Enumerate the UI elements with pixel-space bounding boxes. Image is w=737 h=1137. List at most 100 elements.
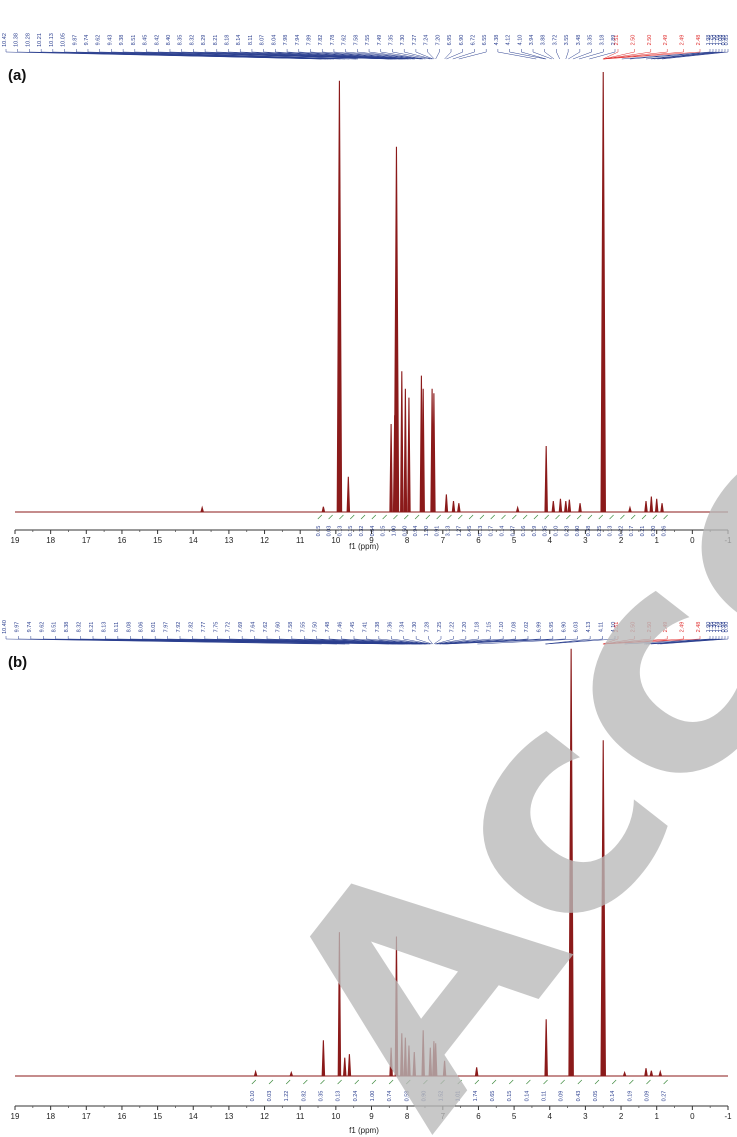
x-tick-label: 0 (690, 1112, 695, 1121)
peak-list-label: 2.50 (647, 35, 653, 46)
x-tick-label: 15 (153, 536, 162, 545)
peak-list-label: 10.21 (37, 33, 43, 47)
integral-label: 0.58 (404, 1091, 410, 1102)
peak-list-label: 7.24 (424, 35, 430, 46)
integral-list-a: 0.15 0.03 0.13 0.15 0.32 0.84 0.15 1.00 0.50 0.94… (316, 514, 668, 537)
peak-list-label: 10.28 (25, 33, 31, 47)
peak-list-connector (380, 49, 426, 60)
integral-mark (404, 514, 409, 520)
peak-list-label: 4.12 (506, 35, 512, 46)
peak-4 (343, 1057, 347, 1077)
peak-list-connector (572, 49, 592, 60)
integral-label: 0.13 (608, 526, 614, 537)
x-tick-label: 11 (296, 536, 305, 545)
peak-list-label: 7.27 (412, 35, 418, 46)
peak-list-connector (345, 49, 421, 60)
peak-list-label: 0.90 (724, 622, 730, 633)
peak-list-connector (437, 636, 491, 645)
peak-list-label: 9.62 (39, 622, 45, 633)
x-tick-label: 14 (189, 536, 198, 545)
integral-label: 0.14 (500, 526, 506, 537)
peak-list-label: 8.29 (201, 35, 207, 46)
peak-list-label: 1.24 (715, 622, 721, 633)
peak-list-connector (603, 636, 701, 645)
integral-label: 0.24 (353, 1091, 359, 1102)
peak-22 (567, 499, 572, 513)
peak-list-label: 2.49 (663, 622, 669, 633)
integral-mark (457, 1079, 462, 1085)
integral-label: 0.17 (629, 526, 635, 537)
peak-1 (321, 506, 326, 513)
peak-list-connector (602, 636, 619, 645)
peak-list-connector (477, 636, 578, 645)
peak-list-connector (436, 636, 479, 645)
integral-mark (560, 1079, 565, 1085)
x-axis-label-b: f1 (ppm) (349, 1126, 379, 1135)
peak-list-label: 7.50 (313, 622, 319, 633)
peak-list-connector (603, 49, 668, 60)
peak-list-connector (660, 636, 729, 645)
peak-list-label: 7.36 (387, 622, 393, 633)
integral-label: 0.94 (413, 526, 419, 537)
peak-22 (644, 1068, 648, 1077)
integral-mark (337, 1079, 342, 1085)
integral-mark (382, 514, 387, 520)
peak-8 (400, 1033, 404, 1077)
peak-list-label: 10.13 (49, 33, 55, 47)
peak-list-label: 7.25 (437, 622, 443, 633)
integral-mark (620, 514, 625, 520)
peak-list-connector (428, 636, 434, 645)
integral-mark (501, 514, 506, 520)
peak-list-connector (621, 49, 711, 60)
peak-6 (389, 1047, 393, 1077)
integral-label: 0.03 (327, 526, 333, 537)
integral-mark (526, 1079, 531, 1085)
integral-mark (393, 514, 398, 520)
x-tick-label: 13 (224, 1112, 233, 1121)
integral-mark (576, 514, 582, 520)
peak-list-connector (546, 636, 616, 645)
integral-label: 0.20 (651, 526, 657, 537)
integral-mark (629, 1079, 634, 1085)
peak-list-connector (415, 636, 433, 645)
peak-list-label: 8.08 (126, 622, 132, 633)
integral-mark (474, 1079, 480, 1085)
peak-15 (433, 1043, 438, 1077)
peak-11 (421, 388, 425, 513)
peak-list-label: 1.16 (718, 622, 724, 633)
x-tick-label: 16 (117, 1112, 126, 1121)
peak-6 (393, 146, 400, 513)
peak-list-connector (603, 636, 684, 645)
integral-label: 0.74 (387, 1091, 393, 1102)
peak-list-label: 7.64 (251, 622, 257, 633)
peak-list-connector (333, 49, 416, 60)
peak-list-connector (435, 636, 467, 645)
peak-list-label: 3.35 (588, 35, 594, 46)
integral-mark (425, 514, 431, 520)
x-tick-label: 4 (548, 536, 553, 545)
peak-list-label: 9.43 (107, 35, 113, 46)
peak-list-label: 8.13 (101, 622, 107, 633)
peak-list-connector (521, 49, 547, 60)
peak-list-connector (662, 49, 729, 60)
peak-1 (289, 1070, 294, 1077)
peak-list-label: 1.16 (715, 35, 721, 46)
peak-list-label: 7.30 (412, 622, 418, 633)
x-tick-label: 9 (369, 536, 374, 545)
peak-list-label: 2.48 (696, 622, 702, 633)
integral-label: 0.09 (644, 1091, 650, 1102)
integral-mark (447, 514, 452, 520)
integral-label: 0.37 (510, 526, 516, 537)
peak-list-label: 8.21 (89, 622, 95, 633)
peak-list-connector (435, 49, 440, 60)
x-axis-b: 19 18 17 16 15 14 13 12 11 10 9 8 7 6 5 4 3 2 1 0 -1 (11, 1105, 732, 1121)
integral-label: 0.05 (593, 1091, 599, 1102)
peak-3 (337, 932, 342, 1077)
peak-7 (394, 936, 399, 1077)
integral-label: 0.50 (402, 526, 408, 537)
peak-29 (660, 503, 664, 513)
peak-24 (600, 71, 606, 513)
peak-list-connector (321, 49, 414, 60)
x-tick-label: 9 (369, 1112, 374, 1121)
integral-label: 1.52 (439, 1091, 445, 1102)
